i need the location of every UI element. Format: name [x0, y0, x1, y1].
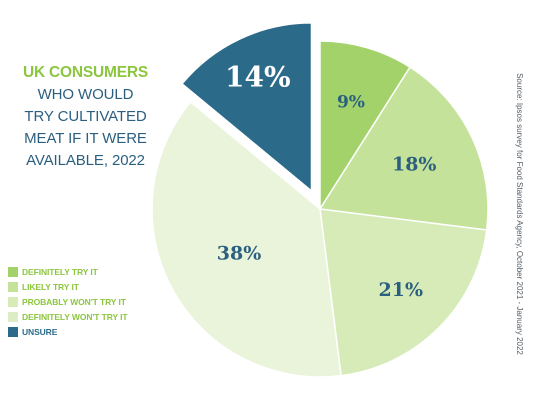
pie-slice-label: 21% — [379, 279, 424, 301]
legend-swatch — [8, 326, 18, 337]
pie-slice-likely-try-it — [318, 66, 489, 231]
pie-slice-unsure — [180, 22, 313, 193]
chart-legend: DEFINITELY TRY IT LIKELY TRY IT PROBABLY… — [8, 266, 128, 341]
pie-slice-label: 38% — [217, 243, 262, 265]
chart-title-accent: UK CONSUMERS — [22, 64, 149, 81]
pie-slices — [151, 22, 489, 378]
pie-slice-probably-won-t-try-it — [319, 208, 488, 377]
pie-slice-definitely-try-it — [319, 40, 412, 212]
legend-label: DEFINITELY WON'T TRY IT — [22, 311, 128, 322]
chart-title: UK CONSUMERS WHO WOULD TRY CULTIVATED ME… — [18, 62, 153, 172]
legend-swatch — [8, 266, 18, 277]
pie-slice-definitely-won-t-try-it — [151, 100, 342, 378]
legend-swatch — [8, 311, 18, 322]
legend-item-likely-try: LIKELY TRY IT — [8, 281, 128, 292]
pie-slice-label: 18% — [392, 154, 437, 176]
legend-swatch — [8, 281, 18, 292]
legend-swatch — [8, 296, 18, 307]
legend-label: DEFINITELY TRY IT — [22, 266, 98, 277]
chart-title-line-1: WHO WOULD — [37, 86, 134, 103]
source-note: Source: Ipsos survey for Food Standards … — [515, 73, 524, 355]
legend-label: PROBABLY WON'T TRY IT — [22, 296, 126, 307]
pie-slice-labels: 9% 18% 21% 38% 14% — [217, 60, 437, 300]
chart-title-line-2: TRY CULTIVATED — [24, 108, 147, 125]
legend-item-definitely-try: DEFINITELY TRY IT — [8, 266, 128, 277]
legend-label: LIKELY TRY IT — [22, 281, 79, 292]
legend-item-definitely-wont: DEFINITELY WON'T TRY IT — [8, 311, 128, 322]
chart-title-line-3: MEAT IF IT WERE — [24, 130, 147, 147]
chart-title-line-4: AVAILABLE, 2022 — [26, 152, 145, 169]
legend-item-probably-wont: PROBABLY WON'T TRY IT — [8, 296, 128, 307]
legend-label: UNSURE — [22, 326, 58, 337]
pie-slice-label: 14% — [225, 60, 291, 93]
pie-slice-label: 9% — [337, 93, 365, 113]
legend-item-unsure: UNSURE — [8, 326, 128, 337]
